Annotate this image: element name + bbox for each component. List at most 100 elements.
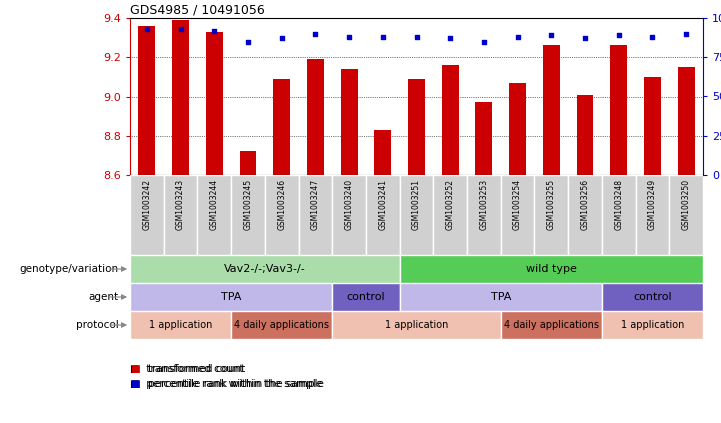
Bar — [408, 79, 425, 175]
FancyBboxPatch shape — [568, 175, 602, 255]
Text: ■: ■ — [130, 379, 140, 389]
Text: ■: ■ — [130, 364, 140, 374]
FancyBboxPatch shape — [332, 311, 501, 339]
Text: GSM1003247: GSM1003247 — [311, 179, 320, 230]
FancyBboxPatch shape — [501, 175, 534, 255]
Point — [444, 35, 456, 42]
Text: wild type: wild type — [526, 264, 577, 274]
Text: control: control — [347, 292, 385, 302]
Text: GSM1003253: GSM1003253 — [479, 179, 488, 230]
Text: GSM1003242: GSM1003242 — [142, 179, 151, 230]
Bar — [239, 151, 257, 175]
Text: GSM1003251: GSM1003251 — [412, 179, 421, 230]
FancyBboxPatch shape — [433, 175, 467, 255]
FancyBboxPatch shape — [602, 175, 636, 255]
Bar — [610, 46, 627, 175]
Bar — [307, 59, 324, 175]
Text: Vav2-/-;Vav3-/-: Vav2-/-;Vav3-/- — [224, 264, 306, 274]
Bar — [577, 94, 593, 175]
FancyBboxPatch shape — [366, 175, 399, 255]
Bar — [543, 46, 559, 175]
Text: agent: agent — [89, 292, 118, 302]
FancyBboxPatch shape — [467, 175, 501, 255]
FancyBboxPatch shape — [265, 175, 298, 255]
FancyBboxPatch shape — [130, 311, 231, 339]
Bar — [644, 77, 661, 175]
Text: GSM1003246: GSM1003246 — [277, 179, 286, 230]
Bar — [138, 26, 155, 175]
Text: protocol: protocol — [76, 320, 118, 330]
FancyBboxPatch shape — [399, 175, 433, 255]
FancyBboxPatch shape — [198, 175, 231, 255]
Point — [613, 32, 624, 38]
Text: transformed count: transformed count — [148, 364, 245, 374]
FancyBboxPatch shape — [501, 311, 602, 339]
FancyBboxPatch shape — [298, 175, 332, 255]
Point — [579, 35, 590, 42]
Text: 1 application: 1 application — [149, 320, 212, 330]
FancyBboxPatch shape — [332, 175, 366, 255]
Text: percentile rank within the sample: percentile rank within the sample — [148, 379, 324, 389]
Text: 4 daily applications: 4 daily applications — [234, 320, 329, 330]
FancyBboxPatch shape — [669, 175, 703, 255]
Text: GSM1003256: GSM1003256 — [580, 179, 590, 230]
FancyBboxPatch shape — [164, 175, 198, 255]
Text: GSM1003243: GSM1003243 — [176, 179, 185, 230]
Point — [141, 26, 153, 33]
Text: control: control — [633, 292, 672, 302]
FancyBboxPatch shape — [231, 175, 265, 255]
FancyBboxPatch shape — [399, 283, 602, 311]
Point — [309, 30, 321, 37]
Text: 1 application: 1 application — [621, 320, 684, 330]
FancyBboxPatch shape — [636, 175, 669, 255]
Text: GSM1003254: GSM1003254 — [513, 179, 522, 230]
FancyBboxPatch shape — [534, 175, 568, 255]
Point — [208, 27, 220, 34]
Text: 4 daily applications: 4 daily applications — [504, 320, 599, 330]
Point — [478, 38, 490, 45]
Bar — [172, 20, 189, 175]
Bar — [273, 79, 290, 175]
Text: GSM1003240: GSM1003240 — [345, 179, 353, 230]
Point — [276, 35, 288, 42]
Point — [546, 32, 557, 38]
Point — [411, 33, 423, 40]
Point — [377, 33, 389, 40]
FancyBboxPatch shape — [231, 311, 332, 339]
Text: GSM1003249: GSM1003249 — [648, 179, 657, 230]
Point — [681, 30, 692, 37]
Point — [242, 38, 254, 45]
Bar — [340, 69, 358, 175]
Point — [512, 33, 523, 40]
Text: GSM1003248: GSM1003248 — [614, 179, 623, 230]
Point — [647, 33, 658, 40]
Text: GSM1003244: GSM1003244 — [210, 179, 218, 230]
Point — [174, 26, 186, 33]
Text: GSM1003252: GSM1003252 — [446, 179, 455, 230]
FancyBboxPatch shape — [602, 311, 703, 339]
FancyBboxPatch shape — [399, 255, 703, 283]
Bar — [205, 32, 223, 175]
Bar — [678, 67, 694, 175]
Text: GSM1003250: GSM1003250 — [681, 179, 691, 230]
Bar — [509, 83, 526, 175]
Text: ■  percentile rank within the sample: ■ percentile rank within the sample — [130, 379, 322, 389]
Bar — [374, 130, 392, 175]
FancyBboxPatch shape — [332, 283, 399, 311]
Text: TPA: TPA — [490, 292, 511, 302]
Text: TPA: TPA — [221, 292, 242, 302]
Bar — [442, 65, 459, 175]
FancyBboxPatch shape — [130, 255, 399, 283]
Text: GSM1003241: GSM1003241 — [379, 179, 387, 230]
Bar — [475, 102, 492, 175]
FancyBboxPatch shape — [130, 283, 332, 311]
FancyBboxPatch shape — [130, 175, 164, 255]
Text: GSM1003245: GSM1003245 — [244, 179, 252, 230]
Text: ■  transformed count: ■ transformed count — [130, 364, 244, 374]
Text: GDS4985 / 10491056: GDS4985 / 10491056 — [130, 4, 265, 17]
Text: GSM1003255: GSM1003255 — [547, 179, 556, 230]
Text: genotype/variation: genotype/variation — [19, 264, 118, 274]
Text: 1 application: 1 application — [385, 320, 448, 330]
Point — [343, 33, 355, 40]
FancyBboxPatch shape — [602, 283, 703, 311]
